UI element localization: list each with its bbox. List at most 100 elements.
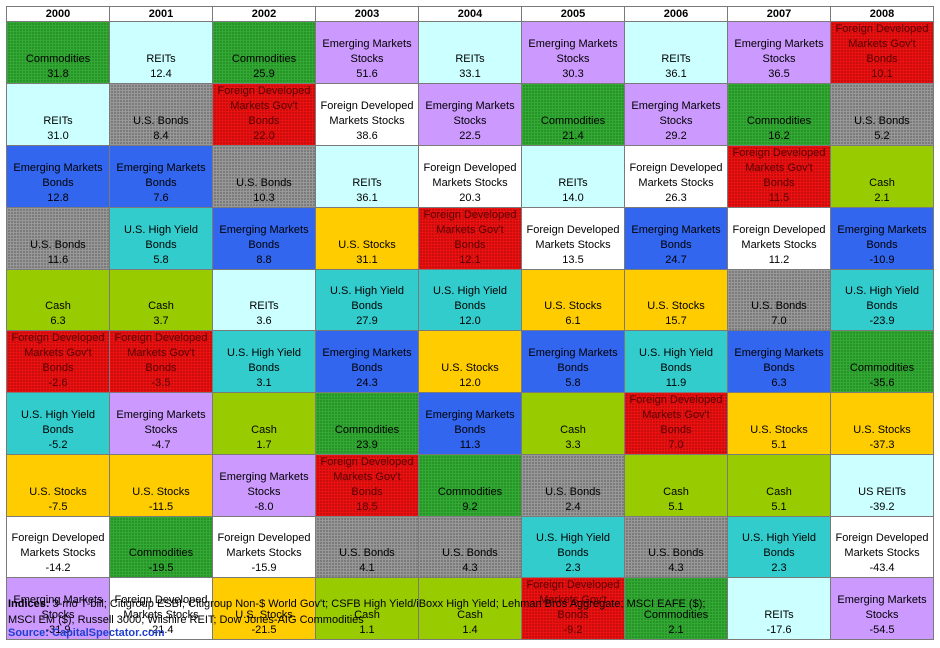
returns-grid: Commodities 31.8 REITs 12.4 Commodities 25.9 E… (6, 21, 934, 640)
asset-class-label: Emerging Markets Bonds (631, 224, 721, 251)
return-cell: U.S. High Yield Bonds 12.0 (418, 269, 522, 331)
return-cell: Emerging Markets Bonds 6.3 (727, 330, 831, 393)
year-header: 2004 (418, 6, 522, 22)
return-cell: Emerging Markets Bonds 5.8 (521, 330, 625, 393)
year-header: 2006 (624, 6, 728, 22)
return-cell: Foreign Developed Markets Gov't Bonds -2.… (6, 330, 110, 393)
asset-class-label: Foreign Developed Markets Stocks (835, 532, 929, 559)
return-cell: U.S. Stocks -37.3 (830, 392, 934, 455)
asset-class-label: Emerging Markets Bonds (322, 347, 412, 374)
return-cell: Emerging Markets Stocks -31.9 (6, 577, 110, 640)
return-cell: REITs -17.6 (727, 577, 831, 640)
return-value: 36.1 (356, 192, 378, 204)
return-cell: Cash 6.3 (6, 269, 110, 331)
return-cell: Commodities 23.9 (315, 392, 419, 455)
return-value: -19.5 (148, 562, 174, 574)
return-value: 31.8 (47, 68, 69, 80)
return-value: 20.3 (459, 192, 481, 204)
return-value: -8.0 (254, 501, 274, 513)
return-cell: Commodities 2.1 (624, 577, 728, 640)
return-value: 16.2 (768, 130, 790, 142)
return-value: -23.9 (869, 315, 895, 327)
return-cell: Foreign Developed Markets Gov't Bonds -3.… (109, 330, 213, 393)
return-cell: U.S. High Yield Bonds -23.9 (830, 269, 934, 331)
asset-class-label: REITs (661, 53, 691, 65)
return-value: 3.1 (256, 377, 272, 389)
return-value: 24.7 (665, 254, 687, 266)
asset-class-label: Emerging Markets Bonds (116, 162, 206, 189)
indices-line-2: MSCI EM ($); Russell 3000; Wilshire REIT… (8, 614, 364, 626)
return-cell: U.S. High Yield Bonds 11.9 (624, 330, 728, 393)
asset-class-label: Emerging Markets Bonds (528, 347, 618, 374)
return-value: 1.1 (359, 624, 375, 636)
return-value: -5.2 (48, 439, 68, 451)
return-value: 27.9 (356, 315, 378, 327)
return-cell: U.S. High Yield Bonds 27.9 (315, 269, 419, 331)
asset-class-label: Foreign Developed Markets Stocks (526, 224, 620, 251)
return-value: 2.4 (565, 501, 581, 513)
asset-class-label: Emerging Markets Bonds (219, 224, 309, 251)
return-cell: U.S. Stocks 12.0 (418, 330, 522, 393)
return-cell: Emerging Markets Bonds 24.7 (624, 207, 728, 270)
return-cell: U.S. Bonds 4.3 (418, 516, 522, 578)
return-cell: U.S. High Yield Bonds 5.8 (109, 207, 213, 270)
rank-row: REITs 31.0 U.S. Bonds 8.4 Foreign Developed … (6, 83, 934, 146)
indices-note: Indices: 3-mo T-bill; Citigroup ESBI; Ci… (8, 596, 932, 628)
return-cell: Foreign Developed Markets Stocks -15.9 (212, 516, 316, 578)
return-value: 2.3 (771, 562, 787, 574)
return-value: -10.9 (869, 254, 895, 266)
year-header: 2001 (109, 6, 213, 22)
return-cell: Cash 5.1 (624, 454, 728, 517)
rank-row: U.S. High Yield Bonds -5.2 Emerging Market… (6, 392, 934, 455)
asset-class-label: Foreign Developed Markets Gov't Bonds (732, 147, 826, 189)
return-cell: U.S. High Yield Bonds 2.3 (521, 516, 625, 578)
asset-class-label: U.S. Stocks (29, 486, 87, 498)
asset-class-label: Commodities (643, 609, 709, 621)
asset-class-label: Commodities (25, 53, 91, 65)
rank-row: Emerging Markets Bonds 12.8 Emerging Marke… (6, 145, 934, 208)
return-value: 12.4 (150, 68, 172, 80)
asset-class-label: Foreign Developed Markets Stocks (320, 100, 414, 127)
asset-class-label: REITs (352, 177, 382, 189)
return-value: 5.8 (153, 254, 169, 266)
return-cell: U.S. Stocks 6.1 (521, 269, 625, 331)
return-value: -2.6 (48, 377, 68, 389)
return-cell: Foreign Developed Markets Stocks 13.5 (521, 207, 625, 270)
asset-class-label: U.S. Bonds (30, 239, 86, 251)
return-value: 13.5 (562, 254, 584, 266)
return-value: 25.9 (253, 68, 275, 80)
asset-class-label: REITs (249, 300, 279, 312)
asset-class-label: U.S. High Yield Bonds (639, 347, 713, 374)
return-value: 6.3 (771, 377, 787, 389)
asset-class-label: Emerging Markets Stocks (837, 594, 927, 621)
return-cell: Foreign Developed Markets Stocks -43.4 (830, 516, 934, 578)
return-cell: Cash 3.7 (109, 269, 213, 331)
return-cell: REITs 12.4 (109, 21, 213, 84)
asset-class-label: Foreign Developed Markets Stocks (423, 162, 517, 189)
asset-class-label: Emerging Markets Bonds (734, 347, 824, 374)
asset-class-label: U.S. Stocks (235, 609, 293, 621)
asset-class-label: REITs (146, 53, 176, 65)
return-value: 2.3 (565, 562, 581, 574)
return-value: 36.5 (768, 68, 790, 80)
return-value: 12.0 (459, 377, 481, 389)
asset-class-label: US REITs (858, 486, 906, 498)
return-value: 3.3 (565, 439, 581, 451)
return-value: -3.5 (151, 377, 171, 389)
return-value: 11.3 (459, 439, 481, 451)
rank-row: Cash 6.3 Cash 3.7 REITs 3.6 U.S. High Yield Bo… (6, 269, 934, 331)
asset-class-label: Foreign Developed Markets Gov't Bonds (11, 332, 105, 374)
return-value: 18.5 (356, 501, 378, 513)
return-value: 6.3 (50, 315, 66, 327)
asset-class-label: U.S. Bonds (236, 177, 292, 189)
return-cell: Foreign Developed Markets Stocks -21.4 (109, 577, 213, 640)
return-cell: U.S. High Yield Bonds 2.3 (727, 516, 831, 578)
return-value: 9.2 (462, 501, 478, 513)
asset-class-label: Foreign Developed Markets Gov't Bonds (526, 579, 620, 621)
return-cell: U.S. Bonds 2.4 (521, 454, 625, 517)
return-cell: Emerging Markets Bonds 7.6 (109, 145, 213, 208)
return-value: -11.5 (148, 501, 174, 513)
asset-class-label: U.S. High Yield Bonds (330, 285, 404, 312)
return-cell: U.S. Stocks 15.7 (624, 269, 728, 331)
asset-class-label: Foreign Developed Markets Stocks (217, 532, 311, 559)
